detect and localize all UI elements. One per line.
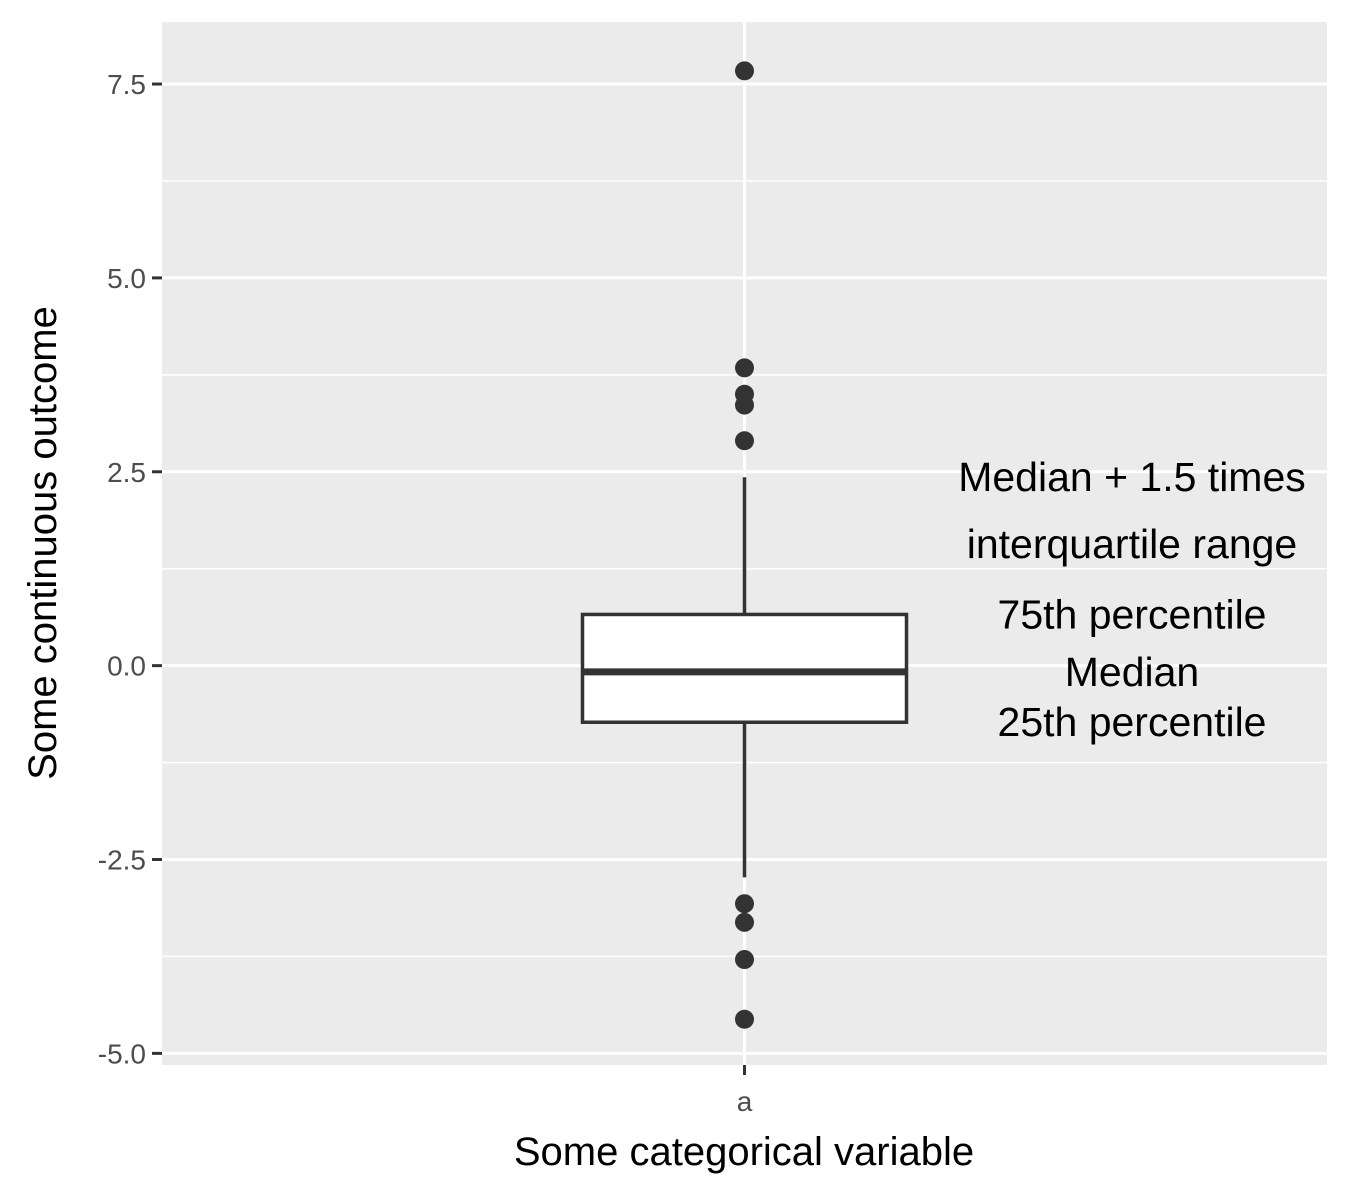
y-tick-label: 0.0 (107, 651, 146, 682)
y-tick-label: 7.5 (107, 69, 146, 100)
major-gridlines (162, 22, 1327, 1065)
x-axis: a (737, 1065, 753, 1117)
outlier-point (735, 1009, 754, 1029)
outliers (735, 61, 754, 1029)
y-tick-label: 5.0 (107, 263, 146, 294)
annotations: Median + 1.5 times interquartile range 75t… (958, 454, 1306, 745)
x-axis-title: Some categorical variable (514, 1130, 974, 1174)
outlier-point (735, 894, 754, 914)
y-tick-label: 2.5 (107, 457, 146, 488)
annotation-label: Median (1065, 649, 1199, 695)
x-tick-label: a (737, 1086, 753, 1117)
annotation-label: 25th percentile (998, 699, 1267, 745)
y-axis-title: Some continuous outcome (21, 306, 65, 780)
y-axis: -5.0 -2.5 0.0 2.5 5.0 7.5 (98, 69, 162, 1069)
outlier-point (735, 950, 754, 970)
y-tick-label: -5.0 (98, 1038, 146, 1069)
outlier-point (735, 61, 754, 81)
annotation-label: 75th percentile (998, 591, 1267, 637)
annotation-label: interquartile range (967, 521, 1297, 567)
outlier-point (735, 431, 754, 451)
annotation-label: Median + 1.5 times (958, 454, 1306, 500)
outlier-point (735, 395, 754, 415)
y-tick-label: -2.5 (98, 845, 146, 876)
outlier-point (735, 912, 754, 932)
box-group (580, 477, 909, 878)
outlier-point (735, 358, 754, 378)
